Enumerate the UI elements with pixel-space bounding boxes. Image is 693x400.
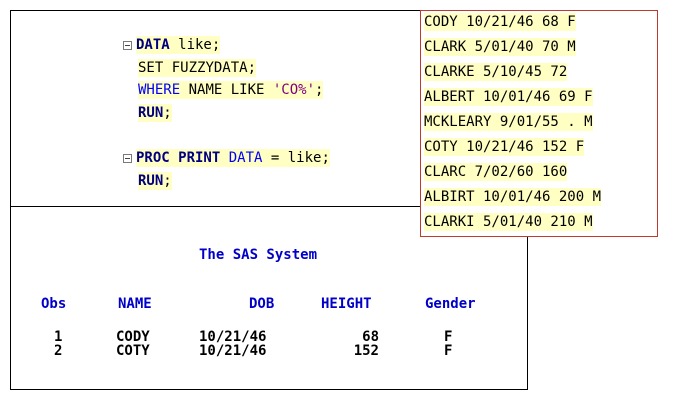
code-text: ; (163, 105, 172, 121)
cell-obs: 2 (54, 343, 63, 359)
code-line-set: SET FUZZYDATA; (138, 59, 257, 77)
keyword: RUN (138, 173, 164, 189)
raw-data-line: ALBIRT 10/01/46 200 M (424, 188, 602, 206)
keyword: WHERE (138, 82, 181, 98)
cell-gender: F (444, 343, 453, 359)
cell-dob: 10/21/46 (199, 329, 267, 345)
keyword: SET (138, 60, 164, 76)
code-text: = like; (262, 150, 330, 166)
column-header-name: NAME (118, 296, 152, 312)
keyword: DATA (220, 150, 263, 166)
column-header-height: HEIGHT (321, 296, 372, 312)
column-header-obs: Obs (41, 296, 67, 312)
code-text: NAME LIKE (180, 82, 273, 98)
raw-data-line: ALBERT 10/01/46 69 F (424, 88, 593, 106)
column-header-gender: Gender (425, 296, 476, 312)
code-line-proc: PROC PRINT DATA = like; (136, 149, 330, 167)
column-header-dob: DOB (249, 296, 275, 312)
raw-data-line: CLARKE 5/10/45 72 (424, 63, 568, 81)
code-text: ; (163, 173, 172, 189)
code-text: like; (169, 37, 221, 53)
collapse-icon[interactable] (123, 154, 132, 163)
code-text: FUZZYDATA; (163, 60, 257, 76)
cell-name: CODY (116, 329, 150, 345)
keyword: DATA (136, 37, 170, 53)
raw-data-line: CLARKI 5/01/40 210 M (424, 213, 593, 231)
keyword: RUN (138, 105, 164, 121)
cell-obs: 1 (54, 329, 63, 345)
output-title: The SAS System (199, 247, 318, 263)
code-line-data: DATA like; (136, 36, 221, 54)
raw-data-line: MCKLEARY 9/01/55 . M (424, 113, 593, 131)
cell-gender: F (444, 329, 453, 345)
code-text: ; (315, 82, 324, 98)
raw-data-line: CODY 10/21/46 68 F (424, 13, 576, 31)
raw-data-line: CLARC 7/02/60 160 (424, 163, 568, 181)
raw-data-panel: CODY 10/21/46 68 F CLARK 5/01/40 70 M CL… (420, 10, 658, 237)
code-line-where: WHERE NAME LIKE 'CO%'; (138, 81, 324, 99)
keyword: PROC PRINT (136, 150, 221, 166)
raw-data-line: CLARK 5/01/40 70 M (424, 38, 576, 56)
cell-name: COTY (116, 343, 150, 359)
code-line-run: RUN; (138, 172, 172, 190)
collapse-icon[interactable] (123, 41, 132, 50)
string-literal: 'CO%' (272, 82, 316, 98)
cell-height: 152 (353, 343, 379, 359)
cell-height: 68 (362, 329, 379, 345)
cell-dob: 10/21/46 (199, 343, 267, 359)
code-line-run: RUN; (138, 104, 172, 122)
raw-data-line: COTY 10/21/46 152 F (424, 138, 585, 156)
